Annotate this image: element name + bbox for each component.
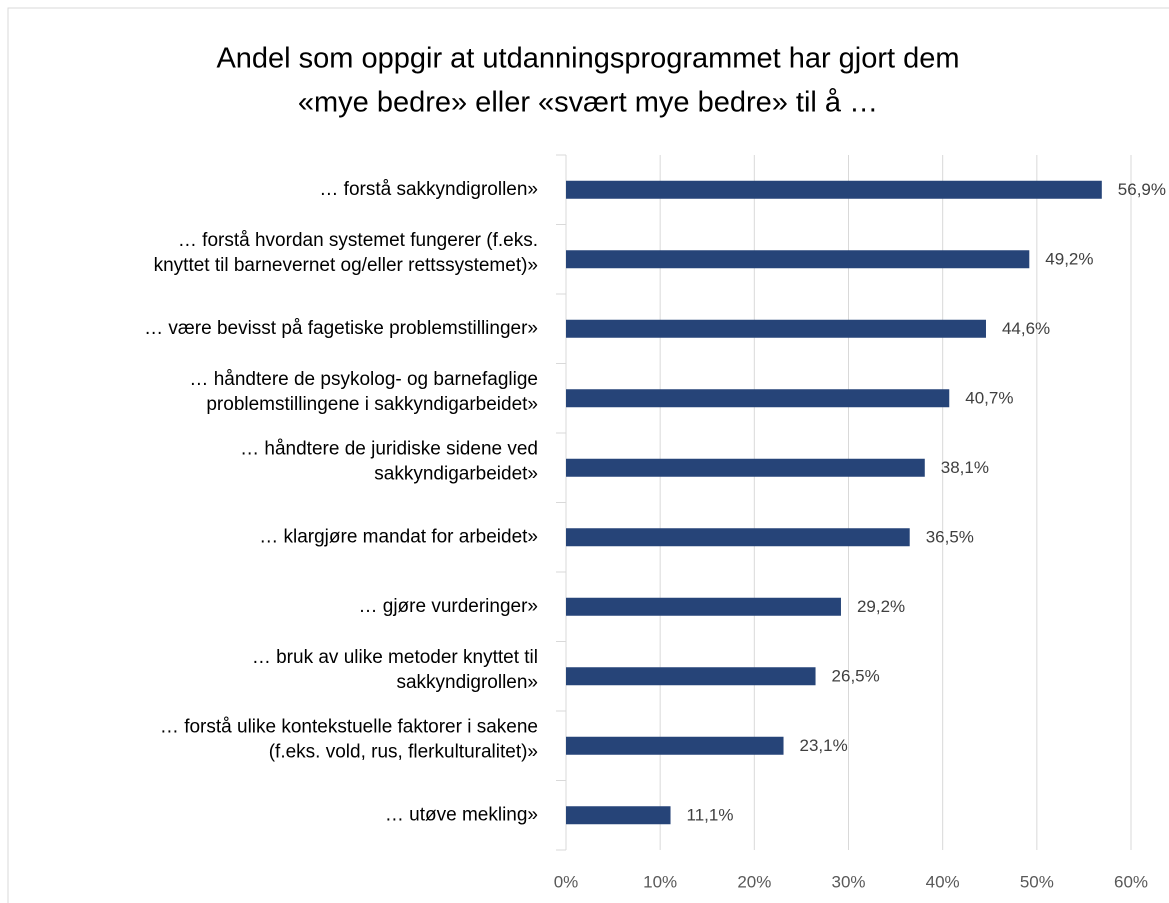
y-tick-label: … være bevisst på fagetiske problemstill… <box>144 318 538 339</box>
value-label: 44,6% <box>1002 319 1050 338</box>
chart-border <box>7 7 1169 903</box>
y-tick-label: (f.eks. vold, rus, flerkulturalitet)» <box>269 741 538 762</box>
bar <box>566 180 1102 199</box>
value-label: 56,9% <box>1118 180 1166 199</box>
bar <box>566 806 671 825</box>
y-tick-label: sakkyndigarbeidet» <box>374 463 538 484</box>
x-tick-label: 30% <box>831 872 865 891</box>
y-tick-label: … utøve mekling» <box>385 804 538 825</box>
value-label: 40,7% <box>965 389 1013 408</box>
chart-title: «mye bedre» eller «svært mye bedre» til … <box>298 87 878 119</box>
y-tick-label: … håndtere de psykolog- og barnefaglige <box>189 369 538 390</box>
y-tick-label: knyttet til barnevernet og/eller rettssy… <box>154 255 538 276</box>
x-tick-label: 20% <box>737 872 771 891</box>
bar <box>566 667 816 686</box>
bar <box>566 458 925 477</box>
y-tick-label: … bruk av ulike metoder knyttet til <box>252 647 538 668</box>
value-label: 38,1% <box>941 458 989 477</box>
bar <box>566 528 910 547</box>
bar <box>566 250 1030 269</box>
bar <box>566 319 986 338</box>
y-tick-label: … forstå hvordan systemet fungerer (f.ek… <box>178 230 538 251</box>
y-tick-label: … håndtere de juridiske sidene ved <box>240 438 538 459</box>
y-tick-label: problemstillingene i sakkyndigarbeidet» <box>206 394 538 415</box>
x-tick-label: 50% <box>1020 872 1054 891</box>
value-label: 11,1% <box>687 806 734 825</box>
bar <box>566 597 841 616</box>
y-tick-label: … forstå sakkyndigrollen» <box>319 179 538 200</box>
value-label: 36,5% <box>926 528 974 547</box>
y-tick-label: … forstå ulike kontekstuelle faktorer i … <box>160 716 538 737</box>
value-label: 26,5% <box>832 667 880 686</box>
chart-title: Andel som oppgir at utdanningsprogrammet… <box>216 43 959 75</box>
y-tick-label: … klargjøre mandat for arbeidet» <box>259 526 538 547</box>
y-tick-label: … gjøre vurderinger» <box>358 596 538 617</box>
x-tick-label: 40% <box>926 872 960 891</box>
x-tick-label: 0% <box>554 872 579 891</box>
bar <box>566 736 784 755</box>
value-label: 49,2% <box>1045 250 1093 269</box>
value-label: 23,1% <box>800 736 848 755</box>
y-tick-label: sakkyndigrollen» <box>396 672 538 693</box>
x-tick-label: 60% <box>1114 872 1148 891</box>
bar <box>566 389 950 408</box>
value-label: 29,2% <box>857 597 905 616</box>
x-tick-label: 10% <box>643 872 677 891</box>
